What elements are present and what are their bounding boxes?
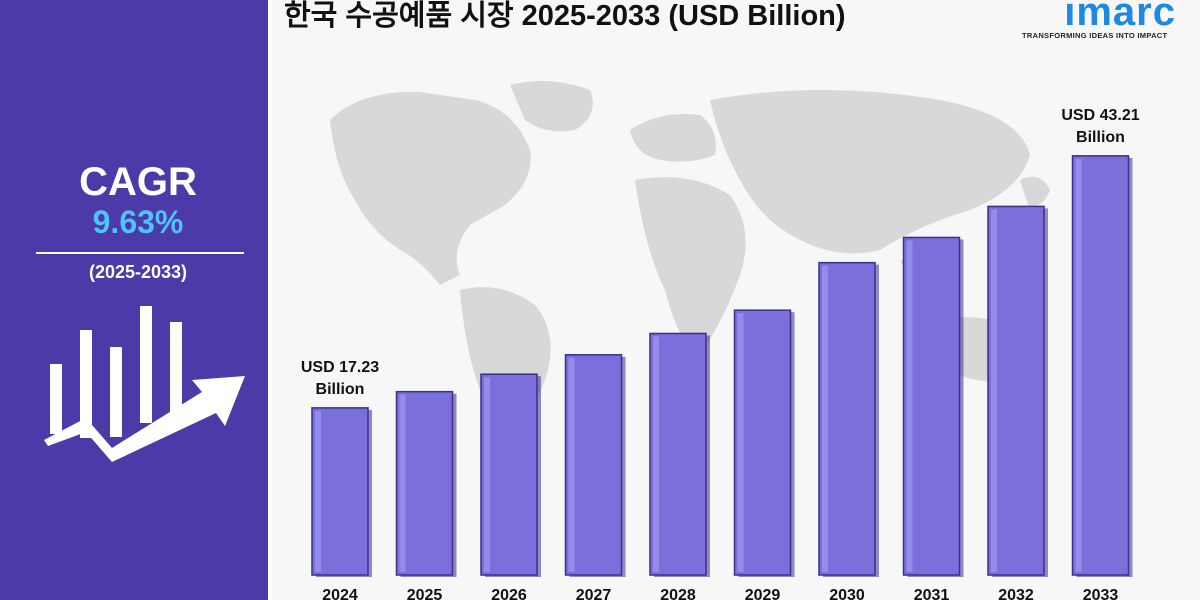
bar-2031 (902, 236, 964, 577)
x-tick-label: 2028 (660, 587, 696, 600)
x-tick-label: 2029 (745, 587, 781, 600)
cagr-divider-line (36, 252, 244, 254)
x-tick-label: 2032 (998, 587, 1034, 600)
x-tick-label: 2033 (1083, 587, 1119, 600)
bar-2033 (1071, 155, 1133, 577)
x-tick-label: 2025 (407, 587, 443, 600)
data-label: USD 43.21 (1061, 107, 1139, 124)
x-tick-label: 2030 (829, 587, 865, 600)
x-tick-label: 2031 (914, 587, 950, 600)
sidebar-panel (0, 0, 268, 600)
bar-2025 (395, 390, 457, 577)
bar-2030 (818, 261, 879, 577)
page-title: 한국 수공예품 시장 2025-2033 (USD Billion) (284, 0, 846, 32)
cagr-label: CAGR (79, 160, 197, 204)
x-tick-label: 2024 (322, 587, 358, 600)
bar-2024 (311, 407, 372, 577)
bar-2032 (987, 205, 1048, 577)
cagr-period: (2025-2033) (88, 262, 188, 282)
bar-chart: 2024 2025 2026 2027 2028 2029 2030 2031 2032 2033… (301, 107, 1140, 600)
cagr-value: 9.63% (92, 204, 184, 240)
bar-2029 (733, 309, 795, 577)
data-label-unit: Billion (1076, 129, 1125, 146)
bar-2028 (649, 332, 710, 577)
imarc-logo: imarc TRANSFORMING IDEAS INTO IMPACT (1018, 0, 1188, 42)
bar-chart-arrow-icon (44, 306, 245, 462)
logo-tagline: TRANSFORMING IDEAS INTO IMPACT (1022, 31, 1168, 40)
data-label: USD 17.23 (301, 359, 379, 376)
data-label-unit: Billion (316, 381, 365, 398)
sidebar-divider (268, 0, 272, 600)
world-map-icon (330, 81, 1050, 455)
x-tick-label: 2027 (576, 587, 612, 600)
bar-2027 (564, 354, 626, 577)
bar-2026 (480, 373, 541, 577)
x-tick-label: 2026 (491, 587, 527, 600)
logo-wordmark: imarc (1064, 0, 1176, 34)
